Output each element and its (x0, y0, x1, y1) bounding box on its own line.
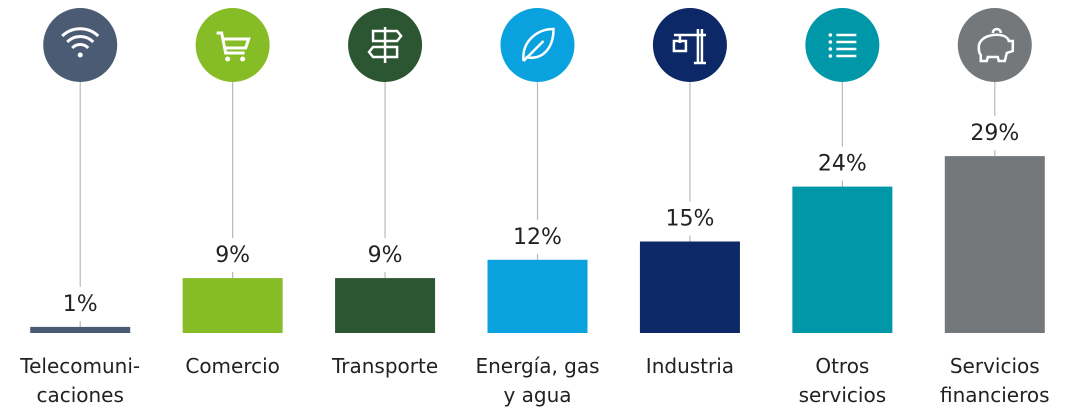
bar (30, 326, 131, 333)
icon-dot (225, 56, 231, 62)
bar (792, 186, 893, 333)
bar (182, 278, 283, 333)
x-tick-label: Telecomuni- caciones (20, 354, 141, 407)
value-label: 9% (215, 243, 250, 268)
value-label: 9% (368, 243, 403, 268)
icon-stroke (61, 27, 100, 38)
x-tick-label: Comercio (185, 354, 280, 378)
icon-stroke (71, 43, 90, 50)
icon-circle (652, 8, 727, 82)
icon-stroke (66, 35, 95, 44)
icon (977, 27, 1015, 63)
icon-dot (77, 52, 83, 58)
value-label: 24% (818, 152, 867, 177)
bar (944, 156, 1045, 333)
icon-stroke (367, 27, 403, 63)
x-tick-label: Energía, gas y agua (475, 354, 600, 407)
value-label: 1% (63, 292, 98, 317)
icon (367, 27, 403, 63)
icon-stroke (672, 29, 706, 65)
x-tick-label: Servicios financieros (940, 354, 1050, 407)
icon-stroke (977, 27, 1015, 63)
x-tick-label: Otros servicios (798, 354, 887, 407)
icon-dot (828, 40, 833, 44)
icon (522, 27, 555, 62)
icon-stroke (522, 27, 555, 62)
icon-dot (828, 33, 833, 37)
bar (487, 259, 588, 333)
x-tick-label: Transporte (331, 354, 439, 378)
icon-dot (828, 47, 833, 51)
bar (639, 241, 740, 333)
icon-circle (805, 8, 880, 82)
icon (61, 27, 100, 58)
icon-dot (828, 54, 833, 58)
icon-circle (957, 8, 1032, 82)
value-label: 12% (513, 225, 562, 250)
icon (216, 31, 251, 62)
value-label: 29% (970, 121, 1019, 146)
icon-circle (195, 8, 270, 82)
bar (335, 278, 436, 333)
x-tick-label: Industria (645, 354, 735, 378)
icon (672, 29, 706, 65)
icon-circle (500, 8, 575, 82)
icon (828, 33, 857, 58)
value-label: 15% (665, 207, 714, 232)
icon-stroke (216, 31, 251, 55)
icon-dot (240, 56, 246, 62)
